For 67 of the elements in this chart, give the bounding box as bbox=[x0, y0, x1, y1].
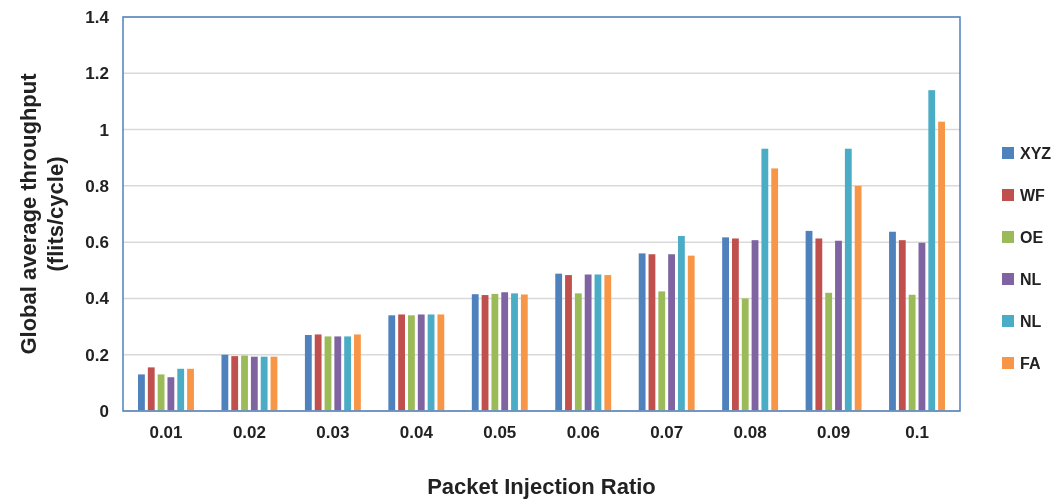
y-tick-label: 0 bbox=[99, 401, 109, 421]
bar bbox=[520, 294, 528, 411]
legend-label: NL bbox=[1020, 312, 1042, 330]
bar bbox=[231, 356, 239, 411]
x-tick-label: 0.04 bbox=[399, 423, 434, 442]
x-tick-label: 0.1 bbox=[905, 423, 929, 442]
bar bbox=[731, 238, 739, 411]
legend-label: XYZ bbox=[1020, 144, 1052, 162]
bar bbox=[565, 275, 572, 411]
bar bbox=[771, 168, 779, 411]
x-tick-label: 0.02 bbox=[232, 423, 266, 442]
y-tick-label: 1.2 bbox=[85, 64, 109, 84]
bar bbox=[825, 292, 833, 411]
x-tick-label: 0.01 bbox=[149, 423, 183, 442]
bar bbox=[835, 240, 842, 411]
bar bbox=[354, 334, 361, 411]
bar bbox=[241, 355, 248, 411]
y-tick-label: 1 bbox=[99, 120, 109, 140]
legend-label: NL bbox=[1020, 270, 1042, 288]
bar bbox=[668, 254, 675, 411]
bar bbox=[417, 314, 425, 411]
y-tick-label: 0.6 bbox=[85, 233, 109, 253]
bar bbox=[815, 238, 823, 411]
x-tick-label: 0.06 bbox=[566, 423, 600, 442]
bar bbox=[677, 235, 685, 411]
bar bbox=[260, 356, 268, 411]
bar bbox=[844, 148, 852, 411]
bar bbox=[167, 377, 175, 411]
bar bbox=[491, 293, 499, 411]
bar bbox=[398, 314, 406, 411]
bar bbox=[344, 336, 352, 411]
bar bbox=[250, 356, 258, 411]
legend-label: FA bbox=[1020, 354, 1041, 372]
bar bbox=[334, 336, 342, 411]
bar bbox=[408, 315, 415, 411]
x-tick-label: 0.03 bbox=[316, 423, 350, 442]
x-tick-label: 0.07 bbox=[650, 423, 684, 442]
y-tick-label: 0.2 bbox=[85, 345, 109, 365]
y-tick-label: 0.8 bbox=[85, 176, 109, 196]
legend-label: OE bbox=[1020, 228, 1044, 246]
bar bbox=[511, 293, 518, 411]
bar bbox=[658, 291, 666, 411]
y-axis-title: Global average throughput (flits/cycle) bbox=[16, 72, 68, 355]
bar bbox=[908, 294, 916, 411]
bar bbox=[437, 314, 445, 411]
y-tick-label: 0.4 bbox=[85, 289, 110, 309]
bar bbox=[177, 368, 185, 411]
y-tick-label: 1.4 bbox=[85, 7, 110, 27]
bar bbox=[938, 121, 945, 411]
bar bbox=[898, 240, 906, 411]
bar bbox=[761, 148, 769, 411]
bar bbox=[314, 334, 322, 411]
bar bbox=[501, 292, 509, 411]
bar bbox=[741, 298, 749, 411]
bar bbox=[187, 368, 194, 411]
bar bbox=[928, 90, 936, 411]
x-tick-label: 0.05 bbox=[483, 423, 517, 442]
bar bbox=[687, 255, 695, 411]
bar bbox=[604, 275, 612, 411]
x-tick-label: 0.09 bbox=[817, 423, 851, 442]
bar bbox=[147, 367, 155, 411]
x-axis-title: Packet Injection Ratio bbox=[427, 474, 656, 499]
legend-label: WF bbox=[1020, 186, 1046, 204]
x-tick-label: 0.08 bbox=[733, 423, 767, 442]
bar bbox=[854, 185, 862, 411]
bar bbox=[574, 293, 582, 411]
bar bbox=[584, 274, 592, 411]
